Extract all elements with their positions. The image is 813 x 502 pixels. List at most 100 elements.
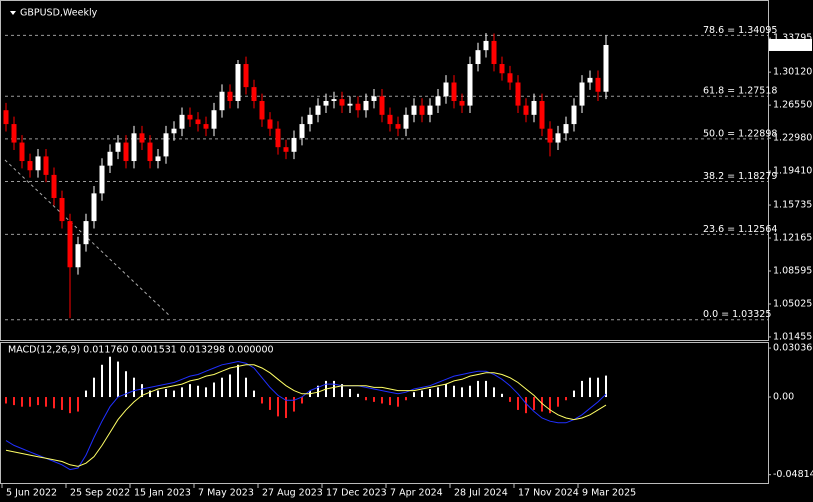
candle-body: [267, 119, 273, 129]
symbol-icon: [10, 11, 16, 15]
candle-body: [403, 114, 409, 129]
y-tick-label: 1.22980: [773, 133, 812, 144]
candle-body: [475, 50, 481, 65]
y-tick-label: 1.33795: [773, 33, 812, 44]
candle-body: [155, 156, 161, 162]
candle-body: [443, 82, 449, 97]
candle-body: [235, 64, 241, 101]
candle-body: [35, 156, 41, 171]
candle-body: [411, 105, 417, 115]
candle-body: [315, 105, 321, 115]
candle-body: [323, 100, 329, 106]
x-tick-label: 17 Dec 2023: [326, 488, 387, 499]
x-tick-label: 25 Sep 2022: [70, 488, 130, 499]
candle-body: [587, 77, 593, 83]
candle-body: [115, 142, 121, 152]
y-tick-label: 1.26550: [773, 100, 812, 111]
candle-body: [43, 156, 49, 175]
fib-label: 23.6 = 1.12564: [703, 224, 777, 235]
candle-body: [571, 105, 577, 125]
y-tick-label: 1.19410: [773, 166, 812, 177]
candle-body: [187, 114, 193, 120]
y-tick-label: 0.00: [773, 392, 794, 403]
candle-body: [371, 96, 377, 101]
candle-body: [131, 133, 137, 162]
candle-body: [3, 110, 9, 125]
candle-body: [331, 99, 337, 101]
candle-body: [515, 82, 521, 106]
candle-body: [499, 64, 505, 74]
candle-body: [427, 105, 433, 115]
candle-body: [275, 128, 281, 148]
candle-body: [563, 124, 569, 134]
candle-body: [387, 114, 393, 125]
candle-body: [107, 151, 113, 166]
candle-body: [99, 165, 105, 194]
candle-body: [355, 103, 361, 111]
candle-body: [435, 96, 441, 106]
candle-body: [75, 244, 81, 268]
last-price-label: 1.33061: [772, 39, 811, 50]
fib-label: 61.8 = 1.27518: [703, 86, 777, 97]
candle-body: [147, 142, 153, 162]
candle-body: [283, 147, 289, 152]
trend-line: [4, 159, 171, 317]
candle-body: [307, 114, 313, 125]
x-tick-label: 9 Mar 2025: [582, 488, 636, 499]
candle-body: [507, 73, 513, 83]
candle-body: [547, 128, 553, 143]
candle-body: [91, 193, 97, 222]
candle-body: [603, 44, 609, 92]
y-tick-label: 1.01455: [773, 331, 812, 342]
candle-body: [11, 124, 17, 143]
fib-label: 78.6 = 1.34095: [703, 25, 777, 36]
x-tick-label: 28 Jul 2024: [454, 488, 508, 499]
candle-body: [227, 91, 233, 101]
candle-body: [579, 82, 585, 106]
candle-body: [523, 105, 529, 115]
y-tick-label: 1.30120: [773, 67, 812, 78]
candle-body: [203, 124, 209, 129]
candle-body: [491, 40, 497, 65]
x-tick-label: 7 May 2023: [198, 488, 254, 499]
y-tick-label: 1.15735: [773, 200, 812, 211]
symbol-title: GBPUSD,Weekly: [20, 8, 98, 19]
candle-body: [531, 100, 537, 115]
macd-pane-border: [0, 342, 769, 484]
price-pane-border: [0, 0, 769, 341]
candle-body: [451, 82, 457, 101]
candle-body: [483, 40, 489, 51]
candle-body: [83, 221, 89, 245]
candle-body: [123, 142, 129, 162]
fib-label: 50.0 = 1.22898: [703, 128, 777, 139]
candle-body: [179, 114, 185, 129]
candle-body: [19, 142, 25, 162]
candle-body: [347, 103, 353, 106]
candle-body: [211, 110, 217, 129]
candle-body: [259, 100, 265, 120]
candle-body: [67, 221, 73, 268]
x-tick-label: 15 Jan 2023: [134, 488, 191, 499]
macd-line: [5, 364, 607, 467]
candle-body: [467, 64, 473, 106]
y-tick-label: 1.08595: [773, 266, 812, 277]
candle-body: [539, 100, 545, 129]
candle-body: [163, 133, 169, 157]
candle-body: [555, 133, 561, 143]
last-price-box: [769, 38, 812, 51]
candle-body: [251, 87, 257, 101]
x-tick-label: 5 Jun 2022: [6, 488, 57, 499]
y-tick-label: 1.12165: [773, 233, 812, 244]
candle-body: [51, 174, 57, 198]
fib-label: 38.2 = 1.18279: [703, 171, 777, 182]
y-tick-label: 0.030361: [773, 343, 813, 354]
candle-body: [379, 96, 385, 115]
candle-body: [595, 77, 601, 92]
candle-body: [195, 119, 201, 125]
candle-body: [363, 100, 369, 111]
y-tick-label: -0.048141: [773, 469, 813, 480]
macd-title: MACD(12,26,9) 0.011760 0.001531 0.013298…: [8, 345, 274, 356]
candle-body: [171, 128, 177, 134]
